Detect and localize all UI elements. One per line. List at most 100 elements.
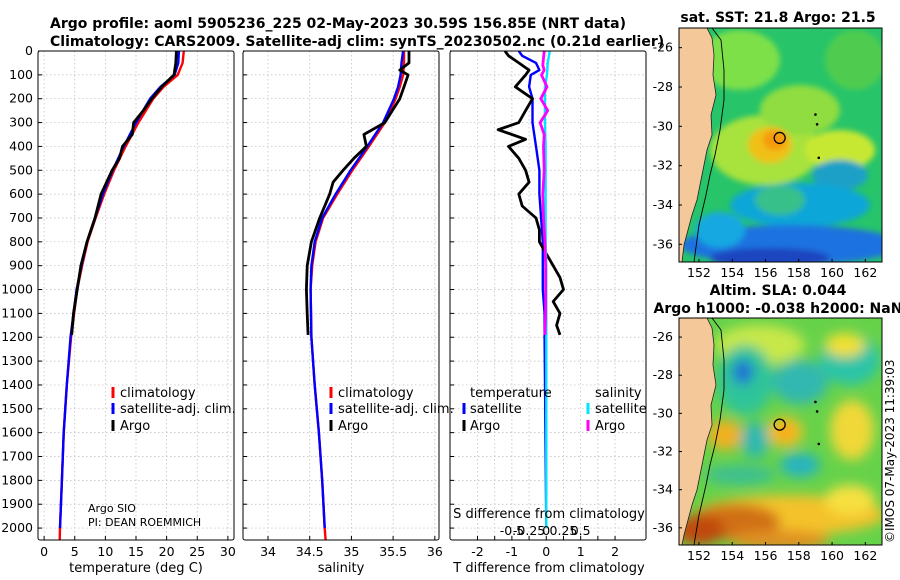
y-tick-label: 1400 — [1, 377, 33, 392]
x-tick-label: 20 — [159, 544, 175, 559]
australia-land — [679, 28, 716, 262]
figure-title-line2: Climatology: CARS2009. Satellite-adj cli… — [50, 34, 664, 50]
trajectory-dot — [815, 123, 819, 126]
map-y-tick-label: -36 — [653, 520, 673, 535]
map-x-tick-label: 152 — [687, 548, 711, 563]
legend-label-argo: Argo — [120, 419, 150, 434]
timestamp-stamp: ©IMOS 07-May-2023 11:39:03 — [883, 359, 897, 543]
temperature-xlabel: temperature (deg C) — [69, 561, 203, 576]
trajectory-dot — [814, 400, 817, 404]
legend-label-s-argo: Argo — [595, 419, 625, 434]
temperature-legend: climatology satellite-adj. clim. Argo — [111, 386, 236, 434]
map-y-tick-label: -34 — [653, 482, 673, 497]
difference-xlabel-s: S difference from climatology — [453, 507, 645, 522]
sst-map-frame — [678, 27, 883, 263]
shelf-contour — [693, 28, 725, 262]
y-tick-label: 1900 — [1, 496, 33, 511]
y-tick-label: 1300 — [1, 353, 33, 368]
map-x-tick-label: 154 — [720, 548, 744, 563]
salinity-panel: 34 34.5 35 35.5 36 salinity climatology sate… — [242, 50, 454, 576]
map-x-tick-label: 158 — [787, 265, 811, 280]
y-tick-label: 1500 — [1, 401, 33, 416]
x-tick-label: -2 — [471, 544, 483, 559]
difference-panel: -2 -1 0 1 2-0.5-0.250 0.250.5 T difference fr… — [449, 50, 647, 576]
sst-map: sat. SST: 21.8 Argo: 21.5 — [653, 10, 883, 280]
map-x-tick-label: 160 — [820, 548, 844, 563]
y-tick-label: 100 — [9, 67, 33, 82]
x-tick-label: 25 — [189, 544, 205, 559]
x-tick-label: 35 — [343, 544, 359, 559]
y-tick-label: 900 — [9, 258, 33, 273]
y-tick-label: 2000 — [1, 520, 33, 535]
y-tick-label: 200 — [9, 91, 33, 106]
map-y-tick-label: -28 — [653, 79, 673, 94]
s-tick-label: -0.5 — [500, 523, 524, 538]
map-x-tick-label: 152 — [687, 265, 711, 280]
shelf-contour — [693, 318, 725, 545]
x-tick-label: 2 — [611, 544, 619, 559]
salinity-axes-frame — [242, 50, 440, 541]
difference-axes-frame — [449, 50, 647, 541]
sla-map-title: Altim. SLA: 0.044 — [710, 283, 847, 299]
map-y-tick-label: -26 — [653, 40, 673, 55]
argo-position-marker — [773, 131, 786, 145]
map-y-tick-label: -36 — [653, 236, 673, 251]
legend-label-t-argo: Argo — [470, 419, 500, 434]
figure-title-line1: Argo profile: aoml 5905236_225 02-May-20… — [50, 16, 626, 32]
sla-map-frame — [678, 317, 883, 546]
x-tick-label: 0 — [542, 544, 550, 559]
difference-legend: temperature salinity satellite Argo sate… — [462, 386, 647, 434]
map-x-tick-label: 158 — [787, 548, 811, 563]
y-tick-label: 1100 — [1, 305, 33, 320]
series-satellite-adj-clim- — [309, 51, 405, 529]
x-tick-label: 35.5 — [379, 544, 407, 559]
map-x-tick-label: 156 — [754, 265, 778, 280]
salinity-legend: climatology satellite-adj. clim. Argo — [329, 386, 454, 434]
series-temperature-satellite — [517, 51, 548, 529]
australia-land — [679, 318, 716, 545]
map-y-tick-label: -32 — [653, 158, 673, 173]
y-tick-label: 0 — [25, 43, 33, 58]
trajectory-dot — [814, 113, 817, 116]
trajectory-dot — [817, 156, 821, 160]
legend-label-s-satellite: satellite — [595, 402, 647, 417]
y-tick-label: 400 — [9, 138, 33, 153]
s-tick-label: 0.5 — [571, 523, 591, 538]
x-tick-label: -1 — [506, 544, 518, 559]
argo-position-marker — [773, 418, 786, 431]
sst-field-pattern — [680, 30, 882, 262]
legend-label-argo: Argo — [338, 419, 368, 434]
sla-map: Altim. SLA: 0.044 Argo h1000: -0.038 h20… — [653, 283, 900, 563]
x-tick-label: 34.5 — [296, 544, 324, 559]
y-tick-label: 700 — [9, 210, 33, 225]
map-x-tick-label: 156 — [754, 548, 778, 563]
map-y-tick-label: -34 — [653, 197, 673, 212]
map-x-tick-label: 160 — [820, 265, 844, 280]
y-tick-label: 1200 — [1, 329, 33, 344]
series-climatology — [309, 51, 406, 540]
legend-label-t-satellite: satellite — [470, 402, 522, 417]
x-tick-label: 10 — [97, 544, 113, 559]
map-x-tick-label: 154 — [720, 265, 744, 280]
map-y-tick-label: -28 — [653, 367, 673, 382]
x-tick-label: 36 — [427, 544, 443, 559]
temperature-panel: 0100200300400500600700800900100011001200… — [1, 43, 236, 576]
series-climatology — [58, 51, 185, 540]
y-tick-label: 1000 — [1, 282, 33, 297]
trajectory-dot — [815, 410, 819, 413]
annotation-pi: PI: DEAN ROEMMICH — [88, 516, 201, 529]
x-tick-label: 30 — [220, 544, 236, 559]
coastline — [681, 318, 717, 545]
salinity-xlabel: salinity — [318, 561, 365, 576]
s-tick-label: 0.25 — [550, 523, 578, 538]
x-tick-label: 1 — [577, 544, 585, 559]
s-tick-label: 0 — [542, 523, 550, 538]
legend-label-climatology: climatology — [120, 386, 196, 401]
sla-field-pattern — [679, 325, 882, 545]
legend-label-satellite: satellite-adj. clim. — [338, 402, 454, 417]
difference-xlabel-t: T difference from climatology — [452, 561, 645, 576]
y-tick-label: 1600 — [1, 425, 33, 440]
y-tick-label: 1700 — [1, 449, 33, 464]
map-x-tick-label: 162 — [853, 265, 877, 280]
